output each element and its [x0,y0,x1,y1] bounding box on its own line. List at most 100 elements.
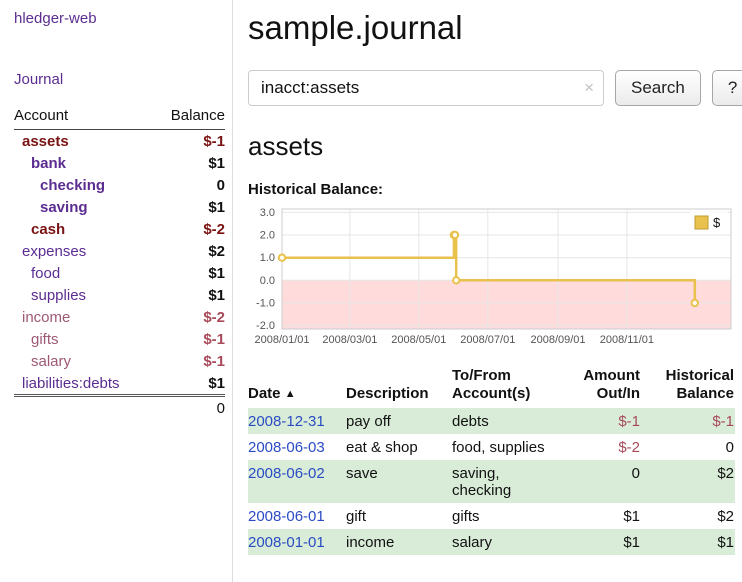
svg-text:0.0: 0.0 [260,275,275,287]
legend-label: $ [713,215,721,230]
search-button[interactable]: Search [615,70,701,106]
transaction-description: income [346,533,395,551]
nav-journal-link[interactable]: Journal [14,71,64,88]
register-row: 2008-01-01 income salary $1 $1 [248,529,735,555]
account-balance: $-2 [203,308,225,326]
account-row: gifts $-1 [14,328,225,350]
account-row: saving $1 [14,196,225,218]
account-link[interactable]: cash [31,220,66,238]
date-column-header[interactable]: Date ▲ [248,365,346,408]
transaction-accounts: debts [452,412,489,430]
search-form: × Search ? [248,70,742,106]
account-balance: $-1 [203,330,225,348]
transaction-date-link[interactable]: 2008-06-03 [248,438,325,456]
transaction-description: pay off [346,412,391,430]
transaction-balance: $1 [717,533,734,551]
transaction-date-link[interactable]: 2008-06-01 [248,507,325,525]
register-row: 2008-06-02 save saving, checking 0 $2 [248,460,735,503]
transaction-accounts: gifts [452,507,480,525]
data-point [690,298,699,308]
sidebar-account-column-header: Account [14,105,154,130]
accounts-total-row: 0 [14,394,225,420]
account-link[interactable]: expenses [22,242,87,260]
account-balance: $1 [208,198,225,216]
account-link[interactable]: supplies [31,286,87,304]
account-row: liabilities:debts $1 [14,372,225,396]
account-link[interactable]: income [22,308,71,326]
amount-column-header: Amount Out/In [583,367,640,402]
account-link[interactable]: salary [31,352,72,370]
search-box: × [248,70,604,106]
sidebar: hledger-web Journal Account Balance asse… [0,0,233,582]
transaction-description: eat & shop [346,438,418,456]
svg-text:2.0: 2.0 [260,230,275,242]
account-row: cash $-2 [14,218,225,240]
app-title-link[interactable]: hledger-web [14,10,97,27]
account-balance: $-1 [203,132,225,150]
transaction-balance: $2 [717,464,734,482]
account-row: supplies $1 [14,284,225,306]
data-point [277,253,287,262]
transaction-amount: $-2 [618,438,640,456]
account-heading: assets [248,131,324,161]
transaction-amount: $-1 [618,412,640,430]
clear-search-icon[interactable]: × [584,78,594,97]
svg-text:2008/07/01: 2008/07/01 [460,334,515,346]
account-link[interactable]: food [31,264,61,282]
svg-text:2008/11/01: 2008/11/01 [600,334,654,346]
account-link[interactable]: checking [40,176,106,194]
account-balance: $-1 [203,352,225,370]
search-input[interactable] [248,70,604,106]
register-body: 2008-12-31 pay off debts $-1 $-1 2008-06-03 ea… [248,408,735,555]
account-balance: $2 [208,242,225,260]
register-row: 2008-12-31 pay off debts $-1 $-1 [248,408,735,434]
svg-text:-1.0: -1.0 [256,298,275,310]
page-title: sample.journal [248,9,463,46]
svg-text:2008/09/01: 2008/09/01 [530,334,585,346]
chart-svg: 3.0 2.0 1.0 0.0 -1.0 -2.0 2008/01/01 2008/03/01… [254,207,732,346]
account-balance: $1 [208,154,225,172]
account-row: checking 0 [14,174,225,196]
accounts-column-header: To/From Account(s) [452,367,531,402]
svg-text:-2.0: -2.0 [256,320,275,332]
legend-swatch [694,215,709,230]
transaction-amount: $1 [623,533,640,551]
transaction-amount: $1 [623,507,640,525]
account-balance: 0 [216,176,225,194]
transaction-accounts: salary [452,533,493,551]
account-link[interactable]: bank [31,154,67,172]
svg-text:1.0: 1.0 [260,252,275,264]
sort-ascending-icon: ▲ [284,388,296,400]
account-row: food $1 [14,262,225,284]
data-point [452,276,461,285]
account-balance: $-2 [203,220,225,238]
description-column-header: Description [346,385,429,402]
svg-text:3.0: 3.0 [260,207,275,219]
account-tree-table: Account Balance assets $-1 bank $1 checking 0… [14,105,225,420]
account-link[interactable]: saving [40,198,88,216]
help-button[interactable]: ? [711,70,742,106]
date-column-header-label: Date [248,385,281,402]
transaction-balance: $2 [717,507,734,525]
svg-text:2008/03/01: 2008/03/01 [322,334,377,346]
accounts-total-value: 0 [153,394,225,420]
chart-heading: Historical Balance: [248,181,384,198]
svg-text:2008/01/01: 2008/01/01 [254,334,309,346]
below-zero-region [282,280,731,329]
register-row: 2008-06-01 gift gifts $1 $2 [248,503,735,529]
transaction-amount: 0 [631,464,640,482]
account-link[interactable]: assets [22,132,69,150]
svg-text:2008/05/01: 2008/05/01 [391,334,446,346]
transaction-description: save [346,464,378,482]
transaction-description: gift [346,507,367,525]
account-link[interactable]: liabilities:debts [22,374,120,392]
account-balance: $1 [208,374,225,392]
accounts-total-spacer [14,394,154,420]
transaction-date-link[interactable]: 2008-06-02 [248,464,325,482]
register-table: Date ▲ Description To/From Account(s) Am… [248,365,735,555]
account-link[interactable]: gifts [31,330,59,348]
transaction-date-link[interactable]: 2008-12-31 [248,412,325,430]
account-tree-body: assets $-1 bank $1 checking 0 saving $1 cash $-2 e… [14,130,225,396]
account-row: income $-2 [14,306,225,328]
transaction-date-link[interactable]: 2008-01-01 [248,533,325,551]
